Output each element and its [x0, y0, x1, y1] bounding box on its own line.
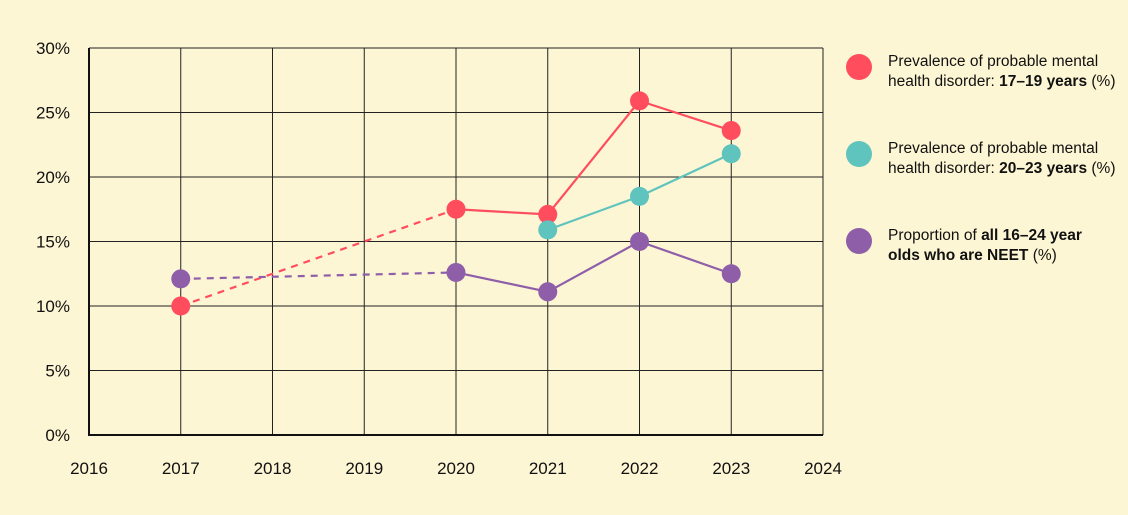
- y-axis-tick-labels: 0% 5% 10% 15% 20% 25% 30%: [36, 39, 70, 445]
- x-tick-label: 2021: [529, 459, 567, 478]
- data-point: [630, 91, 649, 111]
- y-tick-label: 30%: [36, 39, 70, 58]
- grid-lines: [89, 47, 824, 435]
- data-point: [538, 282, 558, 302]
- series-segment: [639, 152, 732, 198]
- x-tick-label: 2023: [712, 459, 750, 478]
- y-tick-label: 5%: [45, 362, 70, 381]
- x-tick-label: 2019: [345, 459, 383, 478]
- series-points: [171, 91, 741, 316]
- series-segment: [455, 208, 548, 216]
- series-segment: [639, 240, 732, 275]
- x-axis-tick-labels: 2016 2017 2018 2019 2020 2021 2022 2023 2024: [70, 459, 842, 478]
- series-segment: [547, 195, 640, 231]
- data-point: [446, 199, 466, 219]
- x-tick-label: 2016: [70, 459, 108, 478]
- x-tick-label: 2024: [804, 459, 842, 478]
- data-point: [721, 264, 741, 284]
- series-lines: [180, 99, 732, 308]
- data-point: [446, 262, 466, 282]
- y-tick-label: 15%: [36, 233, 70, 252]
- y-tick-label: 0%: [45, 426, 70, 445]
- axes: [88, 48, 823, 436]
- data-point: [171, 296, 191, 316]
- x-tick-label: 2022: [621, 459, 659, 478]
- x-tick-label: 2017: [162, 459, 200, 478]
- data-point: [721, 121, 741, 141]
- series-segment: [180, 271, 457, 281]
- data-point: [721, 144, 741, 164]
- series-segment: [180, 208, 457, 308]
- y-tick-label: 10%: [36, 297, 70, 316]
- data-point: [630, 186, 649, 206]
- x-tick-label: 2020: [437, 459, 475, 478]
- legend-label: Prevalence of probable mental health dis…: [888, 140, 1116, 177]
- legend-label: Proportion of all 16–24 year olds who ar…: [888, 227, 1082, 264]
- legend-swatch: [846, 54, 872, 80]
- data-point: [538, 220, 558, 240]
- y-tick-label: 20%: [36, 168, 70, 187]
- data-point: [538, 204, 558, 224]
- series-segment: [546, 100, 641, 216]
- data-point: [171, 269, 191, 289]
- series-segment: [455, 271, 548, 293]
- x-tick-label: 2018: [254, 459, 292, 478]
- legend-swatch: [846, 228, 872, 254]
- series-segment: [547, 240, 641, 293]
- series-segment: [639, 99, 732, 132]
- legend-label: Prevalence of probable mental health dis…: [888, 53, 1116, 90]
- legend-swatch: [846, 141, 872, 167]
- data-point: [630, 232, 649, 251]
- y-tick-label: 25%: [36, 104, 70, 123]
